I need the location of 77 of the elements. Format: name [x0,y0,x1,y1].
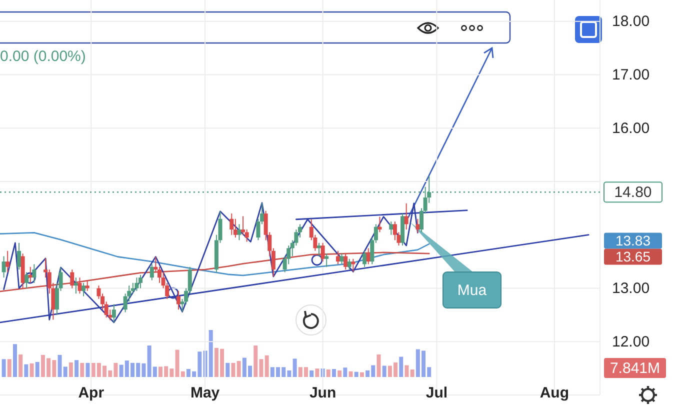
candlestick [347,258,352,270]
bar [326,369,330,377]
candlestick [237,224,242,241]
candlestick [70,269,74,289]
candlestick [378,216,382,233]
candlestick [320,242,325,262]
y-tick-label: 18.00 [612,13,650,30]
bar [376,354,381,377]
bar [404,365,409,377]
annotation: Mua [457,282,488,299]
x-tick-label: Aug [540,384,570,402]
bar [24,364,28,377]
candlestick [32,264,36,284]
candlestick [344,253,348,270]
line-series [0,232,430,276]
candlestick [176,290,180,310]
candlestick [324,253,329,268]
y-tick-label: 16.00 [612,120,650,137]
bar [74,360,79,377]
annotation: 0.00 (0.00%) [0,48,86,65]
candlestick [316,242,321,257]
bar [231,362,236,377]
bar [30,363,34,377]
bar [332,369,336,377]
bar [382,366,386,377]
candlestick [85,280,90,292]
bar [18,354,23,377]
bar [35,362,40,377]
candlestick [82,282,86,297]
bar [410,369,414,377]
x-tick-label: Jul [426,384,448,402]
bar [80,362,84,377]
candlestick [2,256,6,278]
bar [292,358,297,377]
bar [86,362,90,377]
bar [12,344,17,377]
ref-line-label: 14.80 [614,184,652,202]
bar [360,372,364,377]
candlestick [150,264,154,281]
candlestick [389,221,394,236]
candlestick [230,213,234,236]
line-series [0,252,430,292]
candlestick [404,202,408,230]
text: 7.841M [610,360,660,377]
x-tick-label: Apr [78,384,104,402]
bar [348,371,353,377]
bar [2,359,6,377]
candlestick [340,253,344,265]
candlestick [112,304,116,323]
candlestick [362,250,367,268]
candlestick [351,258,356,272]
bar [236,361,241,377]
x-tick-label: May [190,384,220,402]
text: 13.65 [615,248,651,265]
candlestick [6,250,10,273]
candlestick [416,218,420,234]
bar [310,370,314,377]
bar [264,355,269,377]
candlestick [24,272,29,289]
candlestick [16,242,21,270]
candlestick [78,277,82,294]
bar [68,362,73,377]
bar [399,356,404,377]
y-tick-label: 13.00 [612,280,650,298]
candlestick [336,250,340,265]
bar [338,370,342,377]
y-tick-label: 12.00 [612,333,650,350]
candlestick [134,277,139,292]
bar [226,362,230,377]
y-tick-label: 17.00 [612,66,650,84]
candlestick [138,274,143,289]
bar [315,368,320,377]
bar [343,368,348,377]
x-tick-label: Jun [309,384,336,402]
text: 13.83 [615,232,651,249]
bar [354,372,358,377]
bar [7,359,12,377]
